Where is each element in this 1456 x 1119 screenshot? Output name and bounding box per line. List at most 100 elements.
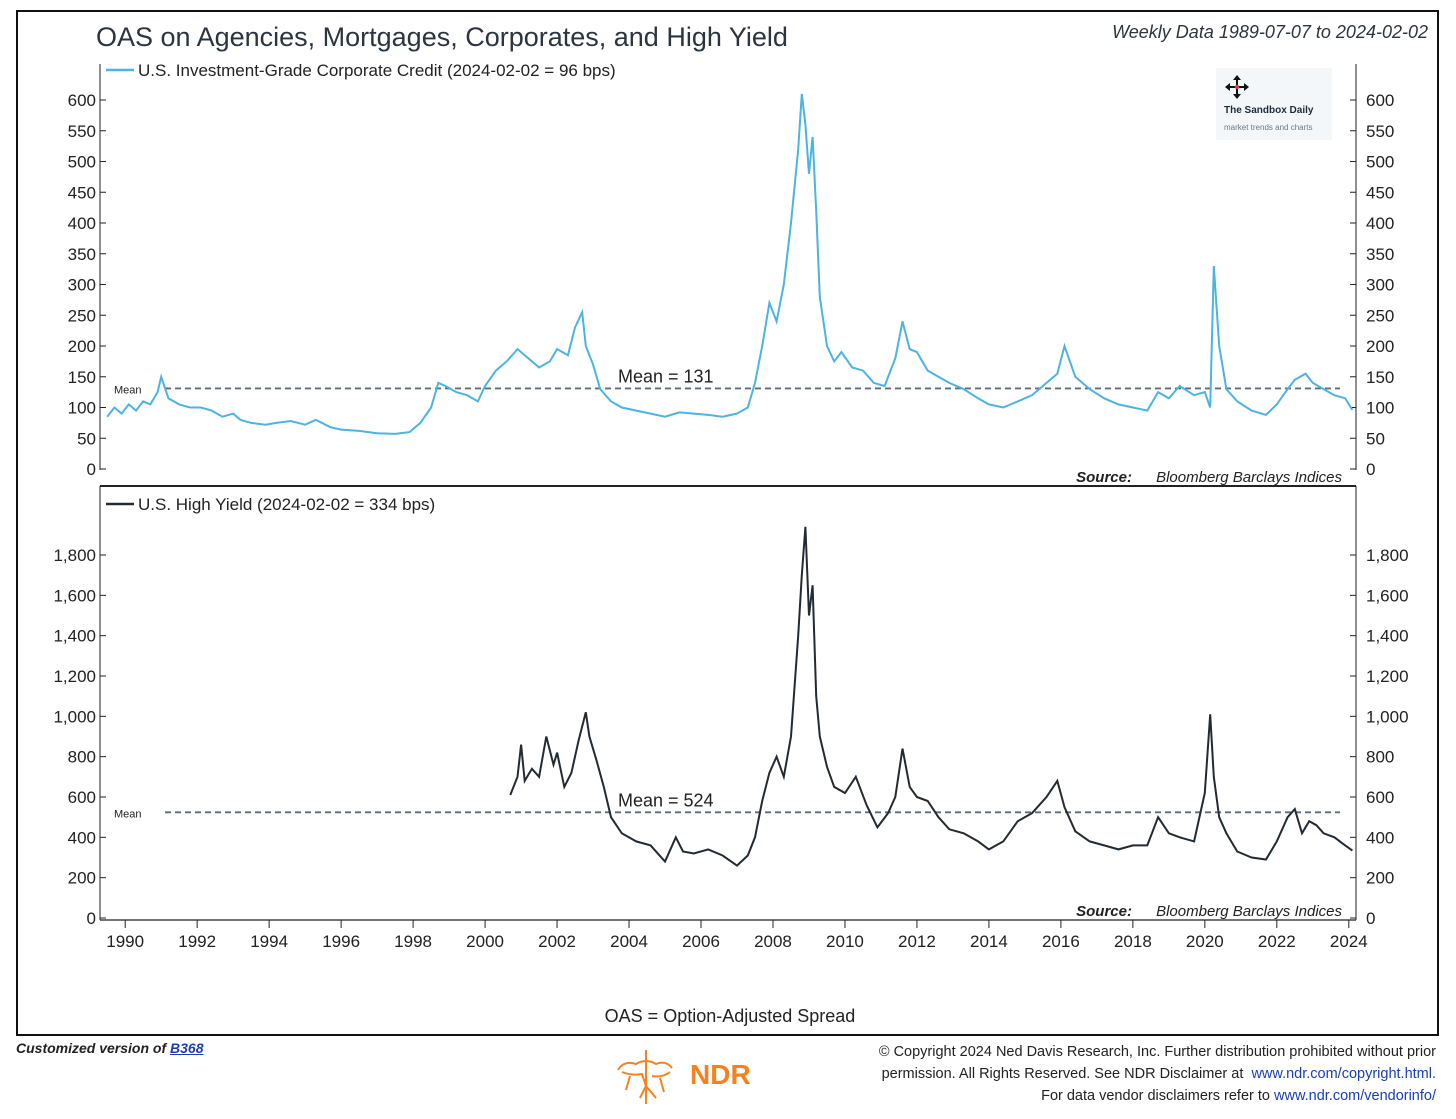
y-tick-label-right: 450 — [1366, 183, 1394, 202]
copyright-line-3-text: For data vendor disclaimers refer to — [1041, 1088, 1270, 1104]
x-tick-label: 2024 — [1330, 932, 1368, 951]
hy-source-label: Source: — [1076, 903, 1132, 920]
sandbox-subtitle: market trends and charts — [1224, 123, 1313, 132]
y-tick-label-left: 1,600 — [53, 586, 96, 605]
chart-frame — [16, 10, 1439, 1036]
x-tick-label: 1992 — [178, 932, 216, 951]
y-tick-label-left: 250 — [68, 306, 96, 325]
x-tick-label: 2016 — [1042, 932, 1080, 951]
y-tick-label-right: 1,000 — [1366, 707, 1409, 726]
y-tick-label-right: 300 — [1366, 276, 1394, 295]
y-tick-label-right: 500 — [1366, 153, 1394, 172]
hy-source-text: Bloomberg Barclays Indices — [1156, 903, 1342, 920]
x-tick-label: 2004 — [610, 932, 648, 951]
y-tick-label-right: 1,600 — [1366, 586, 1409, 605]
y-tick-label-left: 400 — [68, 214, 96, 233]
y-tick-label-right: 600 — [1366, 91, 1394, 110]
copyright-line-1: © Copyright 2024 Ned Davis Research, Inc… — [878, 1044, 1436, 1060]
copyright-line-2-text: permission. All Rights Reserved. See NDR… — [881, 1066, 1244, 1082]
sandbox-watermark: The Sandbox Daily market trends and char… — [1216, 68, 1332, 140]
ig-source-text: Bloomberg Barclays Indices — [1156, 469, 1342, 486]
y-tick-label-left: 200 — [68, 869, 96, 888]
chart-title: OAS on Agencies, Mortgages, Corporates, … — [96, 22, 788, 52]
copyright-line-2: permission. All Rights Reserved. See NDR… — [776, 1063, 1436, 1085]
y-tick-label-left: 500 — [68, 153, 96, 172]
y-tick-label-right: 350 — [1366, 245, 1394, 264]
y-tick-label-right: 100 — [1366, 399, 1394, 418]
y-tick-label-left: 50 — [77, 429, 96, 448]
hy-panel: 0 0 200 200 400 400 600 600 800 800 1,000 1,000 1,20… — [53, 486, 1409, 928]
x-tick-label: 2008 — [754, 932, 792, 951]
ig-mean-tag: Mean — [114, 384, 142, 396]
x-tick-label: 2006 — [682, 932, 720, 951]
customized-prefix: Customized version of — [16, 1040, 167, 1056]
y-tick-label-left: 600 — [68, 91, 96, 110]
y-tick-label-left: 1,800 — [53, 546, 96, 565]
y-tick-label-right: 600 — [1366, 788, 1394, 807]
y-tick-label-left: 400 — [68, 828, 96, 847]
y-tick-label-right: 550 — [1366, 122, 1394, 141]
copyright-link[interactable]: www.ndr.com/copyright.html. — [1251, 1066, 1436, 1082]
x-tick-label: 2020 — [1186, 932, 1224, 951]
y-tick-label-left: 1,200 — [53, 667, 96, 686]
y-tick-label-right: 800 — [1366, 748, 1394, 767]
y-tick-label-left: 600 — [68, 788, 96, 807]
y-tick-label-right: 0 — [1366, 460, 1375, 479]
ig-source-label: Source: — [1076, 469, 1132, 486]
x-tick-label: 2000 — [466, 932, 504, 951]
y-tick-label-right: 1,800 — [1366, 546, 1409, 565]
hy-mean-tag: Mean — [114, 808, 142, 820]
vendor-info-link[interactable]: www.ndr.com/vendorinfo/ — [1274, 1088, 1436, 1104]
x-tick-label: 1996 — [322, 932, 360, 951]
y-tick-label-left: 1,000 — [53, 707, 96, 726]
y-tick-label-left: 100 — [68, 399, 96, 418]
ig-credit-panel: 0 0 50 50 100 100 150 150 200 200 250 250 300 300 350 3… — [68, 61, 1395, 486]
y-tick-label-left: 0 — [87, 909, 96, 928]
y-tick-label-left: 450 — [68, 183, 96, 202]
y-tick-label-left: 150 — [68, 368, 96, 387]
ig-series-line — [106, 93, 1354, 435]
y-tick-label-left: 0 — [87, 460, 96, 479]
y-tick-label-left: 1,400 — [53, 627, 96, 646]
x-tick-label: 1998 — [394, 932, 432, 951]
y-tick-label-right: 50 — [1366, 429, 1385, 448]
move-arrows-icon — [1225, 75, 1249, 99]
ndr-logo-text: NDR — [690, 1059, 751, 1090]
hy-mean-label: Mean = 524 — [618, 790, 714, 810]
ndr-logo: NDR — [617, 1050, 751, 1104]
bull-icon — [617, 1050, 673, 1104]
x-tick-label: 1990 — [106, 932, 144, 951]
customized-note: Customized version of B368 — [16, 1040, 204, 1056]
x-tick-label: 2018 — [1114, 932, 1152, 951]
ig-mean-label: Mean = 131 — [618, 366, 714, 386]
y-tick-label-right: 200 — [1366, 337, 1394, 356]
y-tick-label-left: 300 — [68, 276, 96, 295]
oas-note: OAS = Option-Adjusted Spread — [605, 1006, 856, 1026]
y-tick-label-left: 350 — [68, 245, 96, 264]
date-range: Weekly Data 1989-07-07 to 2024-02-02 — [1112, 22, 1428, 42]
hy-series-line — [509, 526, 1353, 867]
b368-link[interactable]: B368 — [170, 1040, 204, 1056]
ig-legend-label: U.S. Investment-Grade Corporate Credit (… — [138, 61, 616, 80]
copyright-block: © Copyright 2024 Ned Davis Research, Inc… — [776, 1041, 1436, 1107]
copyright-line-3: For data vendor disclaimers refer to www… — [776, 1085, 1436, 1107]
x-tick-label: 2012 — [898, 932, 936, 951]
y-tick-label-left: 800 — [68, 748, 96, 767]
y-tick-label-right: 1,200 — [1366, 667, 1409, 686]
sandbox-title: The Sandbox Daily — [1224, 105, 1314, 116]
x-tick-label: 2022 — [1258, 932, 1296, 951]
y-tick-label-right: 400 — [1366, 214, 1394, 233]
x-tick-label: 1994 — [250, 932, 288, 951]
y-tick-label-right: 400 — [1366, 828, 1394, 847]
x-tick-label: 2002 — [538, 932, 576, 951]
y-tick-label-right: 150 — [1366, 368, 1394, 387]
y-tick-label-right: 1,400 — [1366, 627, 1409, 646]
y-tick-label-right: 0 — [1366, 909, 1375, 928]
y-tick-label-right: 250 — [1366, 306, 1394, 325]
x-tick-label: 2010 — [826, 932, 864, 951]
y-tick-label-left: 550 — [68, 122, 96, 141]
y-tick-label-right: 200 — [1366, 869, 1394, 888]
y-tick-label-left: 200 — [68, 337, 96, 356]
hy-legend-label: U.S. High Yield (2024-02-02 = 334 bps) — [138, 495, 435, 514]
